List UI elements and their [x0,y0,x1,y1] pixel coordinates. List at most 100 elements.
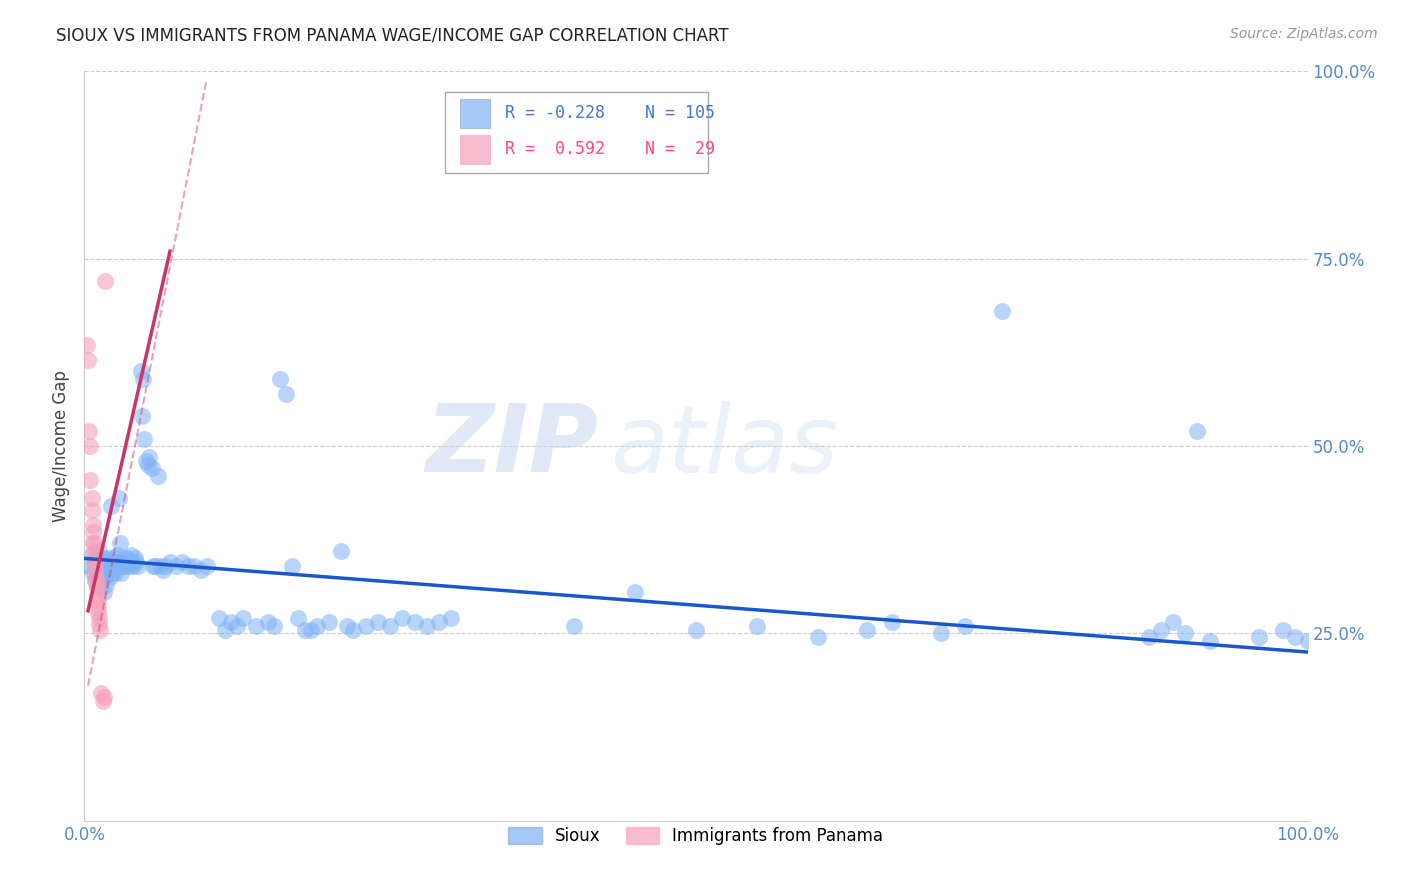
Point [82,566,104,581]
Point [112,555,135,569]
Point [110,566,132,581]
Point [105,555,128,569]
Point [114,551,136,566]
Point [747,619,769,633]
Point [953,619,976,633]
Point [77,424,100,438]
Point [87,577,110,591]
Point [129,364,152,378]
Point [86,577,108,591]
Point [93,570,115,584]
Point [318,615,340,629]
Text: Source: ZipAtlas.com: Source: ZipAtlas.com [1230,27,1378,41]
Point [108,536,131,550]
Point [440,611,463,625]
Point [124,551,146,566]
Point [1174,626,1197,640]
Point [281,558,304,573]
Point [110,555,132,569]
Point [380,619,402,633]
Point [87,600,110,615]
Text: ZIP: ZIP [425,400,598,492]
Point [929,626,952,640]
Point [1161,615,1184,629]
Point [103,551,125,566]
Point [103,555,125,569]
Point [96,577,118,591]
Point [118,558,141,573]
Point [83,551,105,566]
Point [391,611,413,625]
Point [138,450,160,465]
Point [87,544,110,558]
Point [416,619,439,633]
Point [87,611,110,625]
Point [86,589,108,603]
Point [149,558,172,573]
Point [104,558,127,573]
Point [89,582,111,596]
Point [165,558,187,573]
Point [80,491,103,506]
Point [76,338,98,352]
Point [141,461,163,475]
Point [87,592,110,607]
Point [101,566,124,581]
Point [1150,623,1173,637]
Point [177,558,200,573]
Point [1272,623,1295,637]
Point [96,566,118,581]
Point [84,555,107,569]
Point [336,619,359,633]
Point [880,615,903,629]
Point [226,619,249,633]
Point [245,619,267,633]
Point [276,386,298,401]
Point [115,551,138,566]
Point [77,352,100,367]
Point [97,563,120,577]
FancyBboxPatch shape [460,135,491,163]
Point [97,551,120,566]
Point [90,555,112,569]
Text: R = -0.228    N = 105: R = -0.228 N = 105 [505,104,716,122]
Point [214,623,236,637]
Point [342,623,364,637]
Point [83,555,105,569]
Text: R =  0.592    N =  29: R = 0.592 N = 29 [505,140,716,158]
Text: SIOUX VS IMMIGRANTS FROM PANAMA WAGE/INCOME GAP CORRELATION CHART: SIOUX VS IMMIGRANTS FROM PANAMA WAGE/INC… [56,27,728,45]
Point [136,458,159,472]
Point [153,558,176,573]
Point [208,611,231,625]
Point [1247,630,1270,644]
Point [87,617,110,632]
Point [294,623,316,637]
Point [132,371,155,385]
Point [86,574,108,588]
Point [107,558,129,573]
Point [84,563,107,577]
Point [127,558,149,573]
Text: atlas: atlas [610,401,838,491]
Point [562,619,585,633]
Point [82,536,104,550]
Point [83,536,105,550]
Point [159,555,181,569]
Point [104,566,127,581]
Point [807,630,830,644]
Point [100,499,122,513]
Point [183,558,205,573]
Point [143,558,166,573]
Point [624,585,647,599]
Point [269,371,291,385]
Point [263,619,285,633]
Point [90,686,112,700]
Point [100,558,122,573]
Point [172,555,194,569]
Point [98,570,121,584]
Point [91,563,114,577]
Point [685,623,707,637]
Point [131,409,153,423]
Point [107,491,129,506]
Point [87,570,110,584]
